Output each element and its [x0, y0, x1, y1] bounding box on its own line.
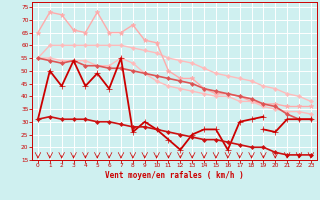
X-axis label: Vent moyen/en rafales ( km/h ): Vent moyen/en rafales ( km/h ): [105, 171, 244, 180]
